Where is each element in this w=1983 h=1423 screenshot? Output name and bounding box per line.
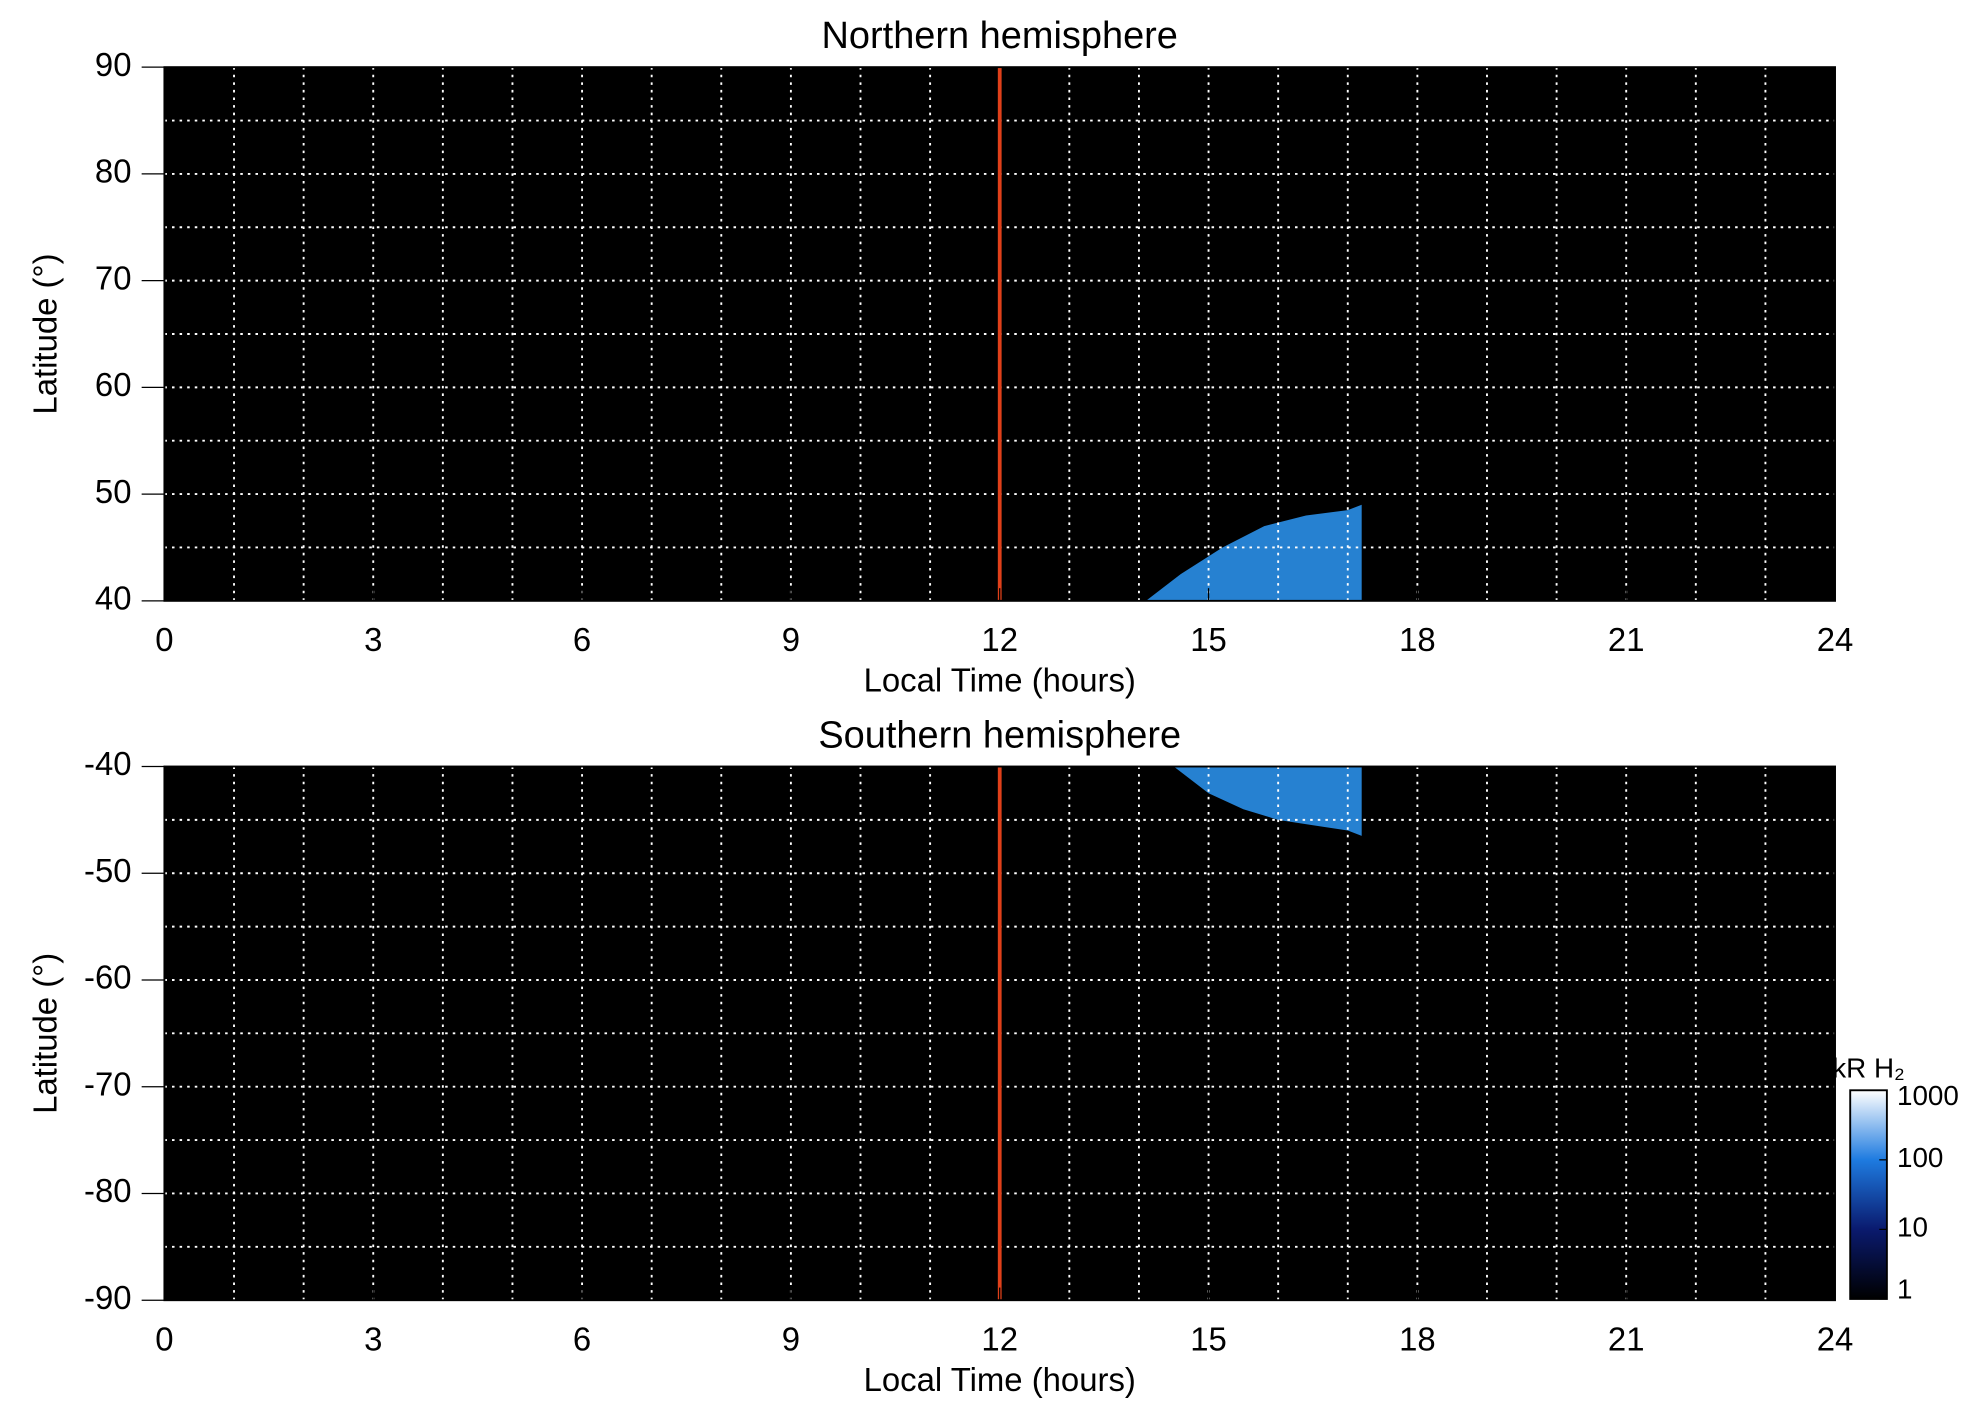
x-tick-label: 18 [1399, 621, 1436, 658]
x-tick-label: 24 [1817, 1321, 1854, 1358]
y-tick-label: -40 [84, 745, 132, 782]
emission-region [1173, 766, 1362, 836]
colorbar-tick-label: 100 [1897, 1142, 1943, 1173]
x-tick-label: 24 [1817, 621, 1854, 658]
x-tick-label: 21 [1608, 621, 1645, 658]
emission-region [1145, 504, 1362, 601]
colorbar-tick-label: 1000 [1897, 1080, 1959, 1111]
y-tick-label: 50 [95, 473, 132, 510]
x-tick-label: 3 [364, 1321, 382, 1358]
y-tick-label: -80 [84, 1172, 132, 1209]
x-tick-label: 0 [155, 621, 173, 658]
x-tick-label: 12 [981, 621, 1018, 658]
x-tick-label: 6 [573, 1321, 591, 1358]
y-tick-label: -90 [84, 1279, 132, 1316]
y-tick-label: 40 [95, 580, 132, 617]
colorbar-label: kR H₂ [1832, 1052, 1905, 1083]
x-tick-label: 21 [1608, 1321, 1645, 1358]
y-tick-label: 80 [95, 153, 132, 190]
x-tick-label: 9 [782, 1321, 800, 1358]
colorbar [1849, 1089, 1888, 1300]
colorbar-tick-label: 1 [1897, 1274, 1912, 1305]
x-tick-label: 15 [1190, 1321, 1227, 1358]
y-tick-label: 60 [95, 366, 132, 403]
x-tick-label: 18 [1399, 1321, 1436, 1358]
x-tick-label: 0 [155, 1321, 173, 1358]
x-axis-label: Local Time (hours) [864, 1361, 1136, 1398]
x-tick-label: 6 [573, 621, 591, 658]
panel-title: Northern hemisphere [822, 15, 1178, 57]
y-tick-label: 90 [95, 46, 132, 83]
y-axis-label: Latitude (°) [27, 253, 64, 414]
x-tick-label: 9 [782, 621, 800, 658]
y-tick-label: -50 [84, 852, 132, 889]
panel-title: Southern hemisphere [818, 714, 1181, 756]
y-tick-label: -60 [84, 959, 132, 996]
x-tick-label: 3 [364, 621, 382, 658]
x-tick-label: 12 [981, 1321, 1018, 1358]
y-tick-label: -70 [84, 1065, 132, 1102]
y-axis-label: Latitude (°) [27, 953, 64, 1114]
y-tick-label: 70 [95, 259, 132, 296]
x-tick-label: 15 [1190, 621, 1227, 658]
x-axis-label: Local Time (hours) [864, 662, 1136, 699]
colorbar-tick-label: 10 [1897, 1212, 1928, 1243]
